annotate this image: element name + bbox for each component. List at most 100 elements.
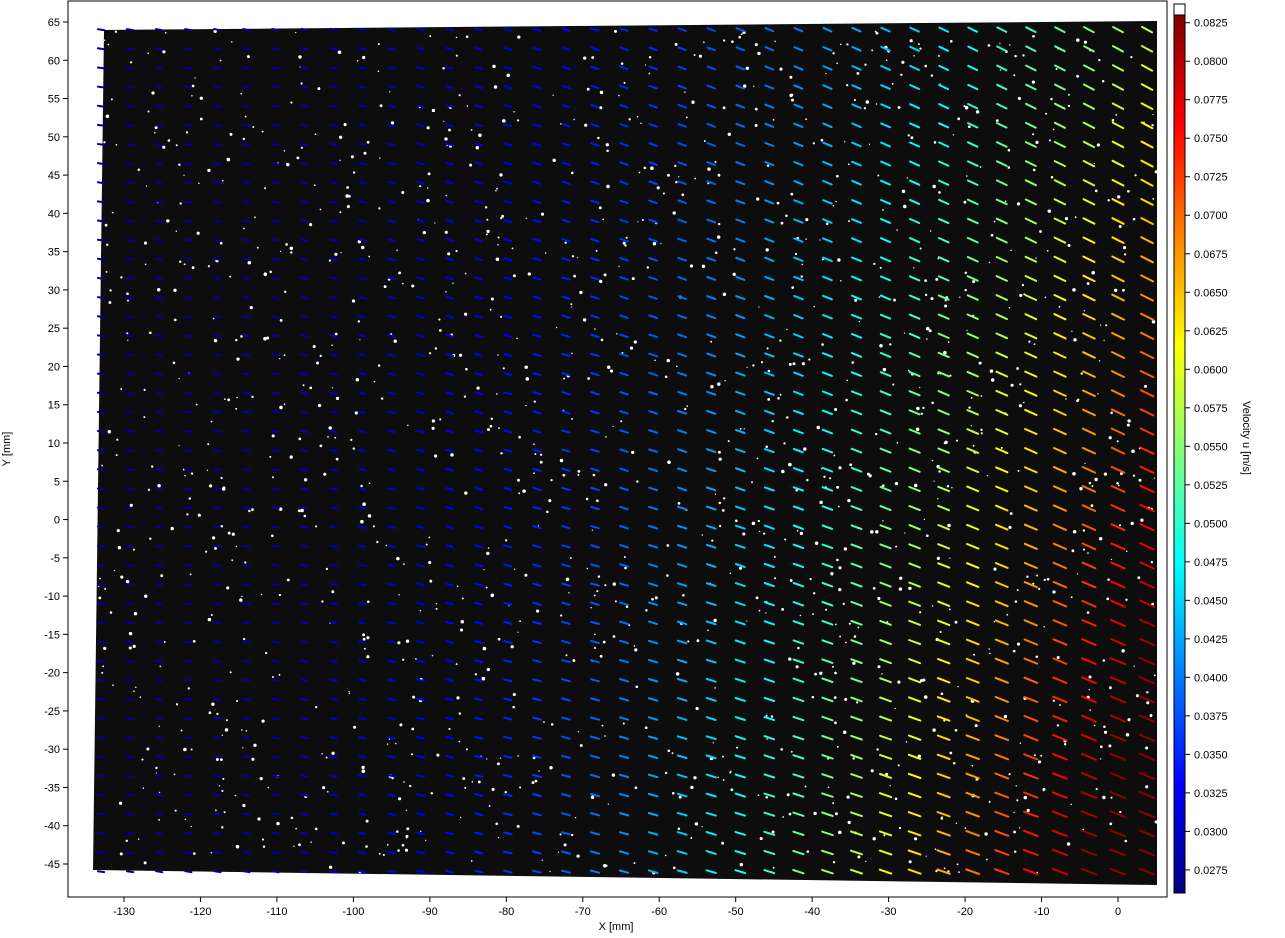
velocity-vector	[445, 66, 454, 70]
particle	[943, 441, 947, 445]
velocity-vector	[763, 735, 776, 741]
velocity-vector	[851, 84, 862, 90]
particle	[622, 722, 625, 725]
velocity-vector	[994, 753, 1010, 761]
particle	[842, 602, 845, 605]
particle	[599, 654, 603, 658]
velocity-vector	[184, 621, 193, 625]
particle	[199, 117, 203, 121]
particle	[331, 590, 335, 594]
particle	[624, 244, 627, 247]
particle	[833, 696, 837, 699]
velocity-vector	[938, 198, 950, 205]
velocity-vector	[416, 582, 426, 587]
velocity-vector	[445, 640, 455, 644]
velocity-vector	[676, 831, 688, 836]
velocity-vector	[126, 66, 135, 70]
velocity-vector	[474, 314, 484, 319]
velocity-vector	[937, 390, 950, 397]
particle	[373, 380, 376, 383]
velocity-vector	[1138, 771, 1156, 780]
velocity-vector	[1081, 485, 1097, 493]
velocity-vector	[445, 85, 454, 89]
velocity-vector	[474, 46, 484, 51]
particle	[519, 786, 522, 789]
particle	[1023, 795, 1028, 800]
velocity-vector	[445, 678, 455, 683]
particle	[1077, 398, 1080, 401]
velocity-vector	[1052, 619, 1068, 627]
particle	[989, 369, 994, 373]
velocity-vector	[561, 793, 571, 798]
particle	[989, 652, 991, 655]
particle	[431, 654, 434, 657]
particle	[1071, 549, 1075, 553]
y-tick-label: 0	[54, 515, 60, 527]
velocity-vector	[619, 697, 630, 702]
particle	[943, 867, 946, 870]
velocity-vector	[590, 754, 600, 759]
particle	[398, 594, 400, 596]
velocity-vector	[329, 429, 338, 434]
velocity-vector	[735, 352, 746, 358]
velocity-vector	[619, 391, 629, 396]
particle	[612, 635, 616, 638]
velocity-vector	[909, 141, 921, 148]
particle	[751, 481, 753, 484]
velocity-vector	[764, 218, 775, 224]
velocity-vector	[908, 715, 922, 722]
particle	[993, 620, 996, 623]
particle	[812, 592, 816, 595]
velocity-vector	[590, 65, 600, 71]
colorbar-tick-label: 0.0325	[1194, 788, 1228, 800]
particle	[339, 211, 342, 214]
velocity-vector	[1052, 657, 1068, 665]
velocity-vector	[532, 85, 542, 90]
velocity-vector	[908, 562, 921, 569]
particle	[352, 447, 356, 450]
velocity-vector	[908, 371, 921, 378]
particle	[779, 339, 782, 342]
velocity-vector	[1053, 160, 1066, 168]
colorbar-tick-label: 0.0775	[1194, 95, 1228, 107]
particle	[174, 809, 177, 812]
particle	[524, 365, 528, 369]
velocity-vector	[184, 28, 193, 32]
velocity-vector	[705, 563, 717, 568]
velocity-vector	[561, 448, 571, 453]
velocity-vector	[96, 47, 106, 51]
particle	[409, 784, 412, 788]
velocity-vector	[184, 640, 193, 644]
particle	[616, 333, 618, 335]
velocity-vector	[619, 65, 629, 71]
particle	[1090, 504, 1094, 507]
velocity-vector	[300, 47, 309, 51]
particle	[1009, 512, 1013, 515]
particle	[428, 560, 432, 565]
velocity-vector	[329, 372, 338, 376]
velocity-vector	[561, 640, 571, 645]
velocity-vector	[648, 142, 658, 147]
y-tick-label: 40	[48, 208, 60, 220]
particle	[300, 146, 303, 149]
velocity-vector	[793, 294, 804, 301]
velocity-vector	[792, 811, 805, 817]
velocity-vector	[909, 84, 920, 90]
particle	[386, 844, 389, 846]
particle	[1088, 481, 1092, 485]
velocity-vector	[213, 525, 222, 529]
particle	[175, 230, 178, 232]
particle	[516, 824, 520, 828]
particle	[573, 274, 576, 278]
particle	[98, 577, 101, 580]
colorbar-tick-label: 0.0800	[1194, 56, 1228, 68]
velocity-vector	[532, 544, 542, 549]
particle	[919, 247, 922, 250]
y-tick-label: 15	[48, 400, 60, 412]
velocity-vector	[126, 410, 135, 414]
velocity-vector	[879, 524, 892, 531]
particle	[107, 43, 110, 46]
particle	[913, 267, 915, 269]
velocity-vector	[329, 563, 338, 568]
particle	[871, 49, 874, 52]
